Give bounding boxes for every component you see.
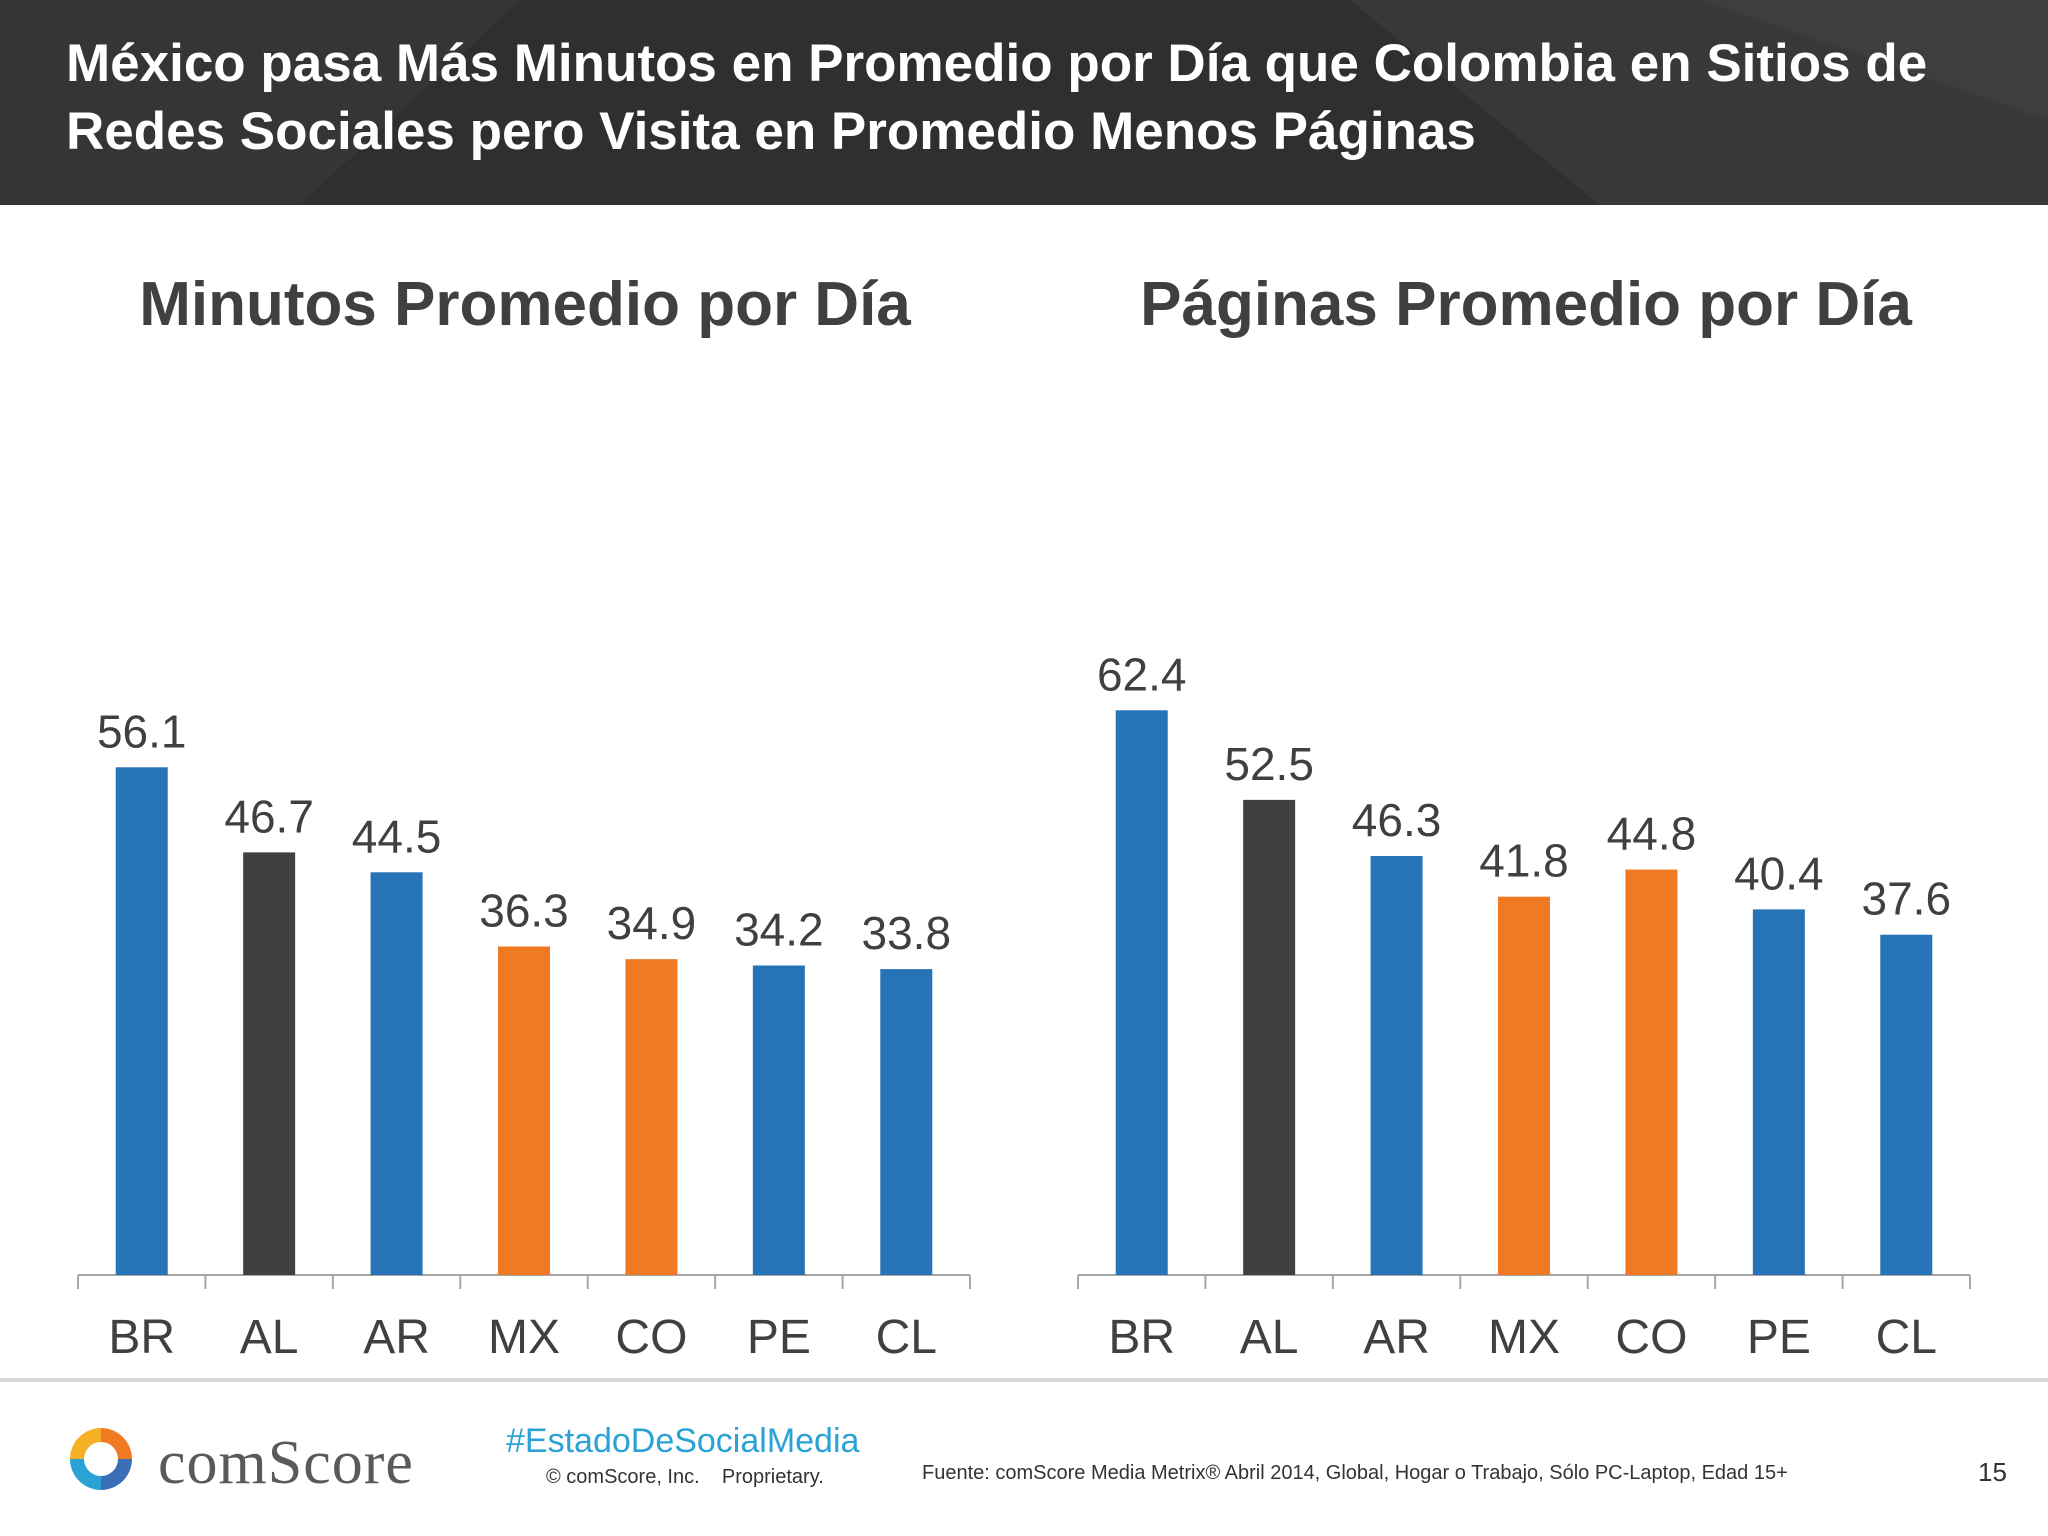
- category-label: BR: [108, 1311, 175, 1364]
- chart-title-minutos: Minutos Promedio por Día: [139, 270, 911, 339]
- data-label: 34.9: [607, 897, 697, 949]
- bar-mx: [1498, 896, 1550, 1275]
- bar-co: [625, 959, 678, 1275]
- hashtag: #EstadoDeSocialMedia: [506, 1422, 860, 1460]
- category-label: AL: [240, 1311, 299, 1364]
- bar-cl: [1880, 934, 1933, 1275]
- category-label: AR: [1363, 1311, 1430, 1364]
- data-label: 33.8: [862, 907, 952, 959]
- category-label: CL: [1876, 1311, 1937, 1364]
- category-label: PE: [747, 1311, 811, 1364]
- category-label: MX: [1488, 1311, 1560, 1364]
- data-label: 44.8: [1607, 808, 1697, 860]
- bar-cl: [880, 969, 933, 1275]
- bar-al: [243, 852, 296, 1275]
- category-label: CL: [876, 1311, 937, 1364]
- bar-charts: 56.1 BR 46.7 AL 44.5 AR 36.3 MX 34.9 CO 34.2 PE 33.8…: [77, 648, 1971, 1364]
- data-label: 44.5: [352, 810, 442, 862]
- category-label: MX: [488, 1311, 560, 1364]
- data-label: 34.2: [734, 903, 824, 955]
- data-label: 40.4: [1734, 847, 1824, 899]
- category-label: BR: [1108, 1311, 1175, 1364]
- bar-al: [1243, 799, 1296, 1275]
- data-label: 41.8: [1479, 835, 1569, 887]
- data-label: 37.6: [1862, 873, 1952, 925]
- comscore-logo-text: comScore: [158, 1429, 414, 1497]
- bar-mx: [498, 946, 550, 1275]
- data-label: 46.3: [1352, 794, 1442, 846]
- source-note: Fuente: comScore Media Metrix® Abril 201…: [922, 1462, 1788, 1484]
- category-label: PE: [1747, 1311, 1811, 1364]
- data-label: 56.1: [97, 705, 187, 757]
- bar-ar: [370, 872, 423, 1275]
- copyright-text: © comScore, Inc. Proprietary.: [546, 1466, 824, 1488]
- bar-br: [115, 767, 168, 1275]
- comscore-logo-icon: [70, 1428, 132, 1490]
- category-label: CO: [615, 1311, 687, 1364]
- bar-co: [1625, 869, 1678, 1275]
- header-background: [0, 0, 2048, 205]
- data-label: 36.3: [479, 884, 569, 936]
- category-label: AR: [363, 1311, 430, 1364]
- category-label: AL: [1240, 1311, 1299, 1364]
- chart-title-paginas: Páginas Promedio por Día: [1140, 270, 1912, 339]
- slide-title: México pasa Más Minutos en Promedio por …: [66, 34, 1928, 161]
- bar-ar: [1370, 855, 1423, 1275]
- data-label: 46.7: [224, 790, 314, 842]
- bar-pe: [752, 965, 805, 1275]
- category-label: CO: [1615, 1311, 1687, 1364]
- page-number: 15: [1978, 1457, 2007, 1487]
- slide-header: México pasa Más Minutos en Promedio por …: [0, 0, 2048, 205]
- bar-br: [1115, 710, 1168, 1275]
- footer-divider: [0, 1378, 2048, 1382]
- data-label: 62.4: [1097, 648, 1187, 700]
- bar-pe: [1752, 909, 1805, 1275]
- data-label: 52.5: [1224, 738, 1314, 790]
